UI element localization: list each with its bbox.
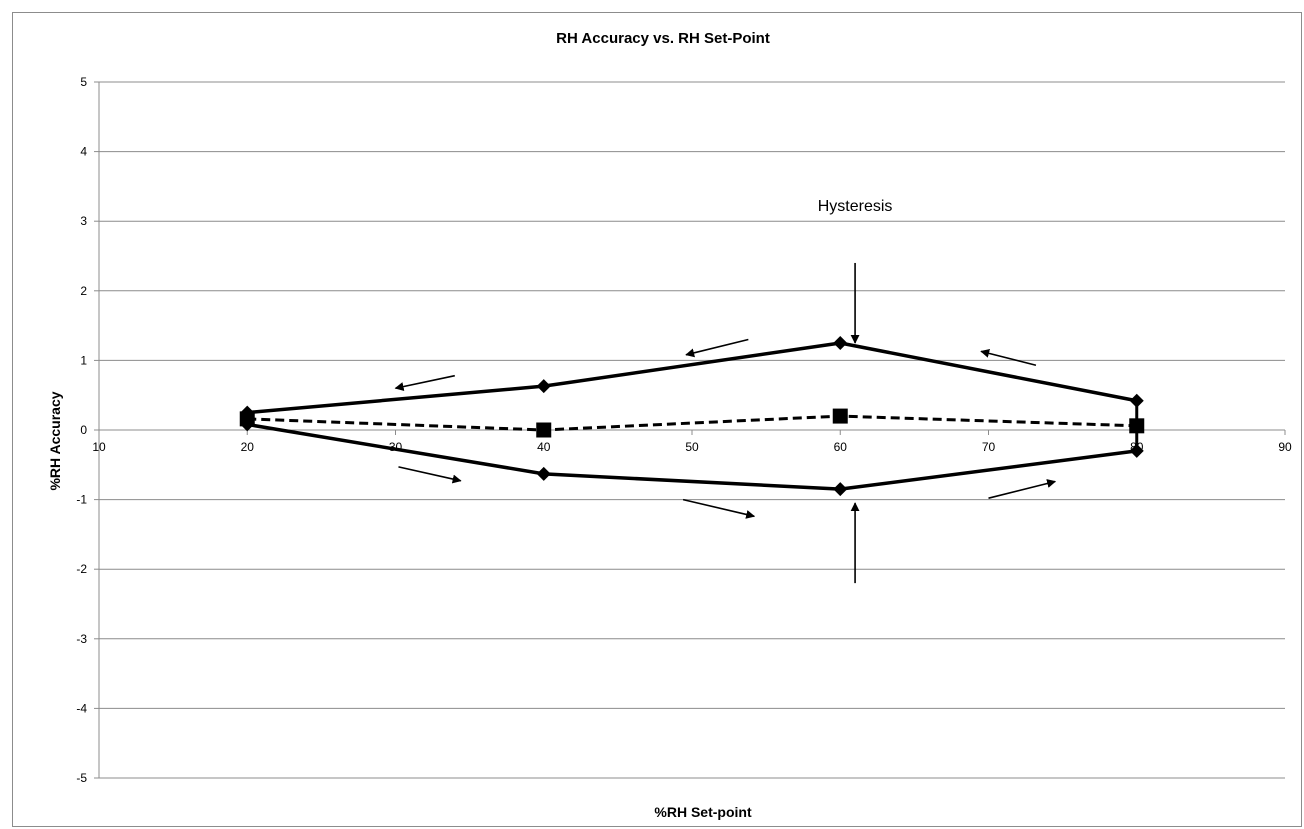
series-line-2: [246, 422, 1137, 491]
series-3-point: [1129, 418, 1145, 434]
chart-svg: RH Accuracy vs. RH Set-Point 10 20 30 40 50 6…: [47, 30, 1292, 820]
y-tick-label: -1: [76, 493, 87, 507]
series-1-point: [833, 336, 848, 350]
x-axis-title: %RH Set-point: [654, 804, 752, 820]
y-tick-label: -4: [76, 701, 87, 715]
grid-layer: [99, 81, 1285, 779]
annotation-arrow: [685, 338, 749, 358]
y-tick-label: -3: [76, 632, 87, 646]
series-1-point: [1129, 393, 1144, 408]
annotation-arrow: [394, 374, 455, 391]
hysteresis-label: Hysteresis: [818, 198, 893, 215]
annotation-layer: Hysteresis: [818, 198, 893, 215]
series-2-point: [536, 466, 551, 481]
y-tick-label: 3: [80, 214, 87, 228]
x-tick-label: 70: [982, 440, 996, 454]
y-tick-label: -5: [76, 771, 87, 785]
series-3-point: [536, 422, 552, 438]
chart-frame: RH Accuracy vs. RH Set-Point 10 20 30 40 50 6…: [12, 12, 1302, 827]
y-tick-label: -2: [76, 562, 87, 576]
series-3-point: [832, 408, 848, 424]
x-tick-label: 10: [92, 440, 106, 454]
annotation-arrow: [398, 466, 462, 484]
x-tick-label: 50: [685, 440, 699, 454]
series-2-point: [833, 482, 848, 497]
x-tick-label: 90: [1278, 440, 1292, 454]
annotation-arrow: [980, 348, 1037, 367]
x-tick-label: 20: [241, 440, 255, 454]
y-axis-title: %RH Accuracy: [47, 391, 63, 490]
arrow-layer: [394, 262, 1057, 584]
y-tick-labels: -5 -4 -3 -2 -1 0 1 2 3 4 5: [76, 75, 87, 785]
series-line-1: [247, 341, 1138, 415]
series-line-3: [247, 414, 1137, 432]
x-tick-label: 60: [834, 440, 848, 454]
axis-layer: [94, 81, 1286, 779]
chart-title: RH Accuracy vs. RH Set-Point: [556, 30, 770, 47]
x-tick-labels: 102030405060708090: [92, 440, 1292, 454]
y-tick-label: 4: [80, 145, 87, 159]
series-2-point: [1129, 443, 1144, 458]
y-tick-label: 2: [80, 284, 87, 298]
y-tick-label: 0: [80, 423, 87, 437]
x-tick-label: 40: [537, 440, 551, 454]
y-tick-label: 5: [80, 75, 87, 89]
series-1-point: [536, 379, 551, 394]
series-3-point: [239, 411, 255, 427]
annotation-arrow: [682, 498, 756, 519]
y-tick-label: 1: [80, 353, 87, 367]
annotation-arrow: [988, 479, 1057, 499]
series-layer: [239, 336, 1145, 497]
